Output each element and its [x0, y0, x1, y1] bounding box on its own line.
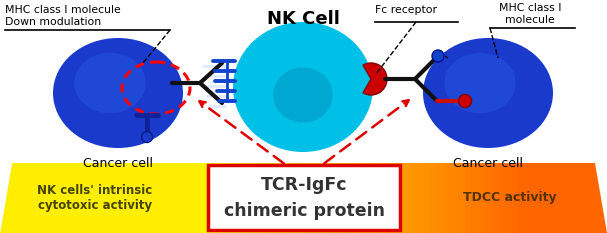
Polygon shape: [329, 163, 337, 233]
Polygon shape: [248, 163, 256, 233]
Polygon shape: [241, 163, 248, 233]
Polygon shape: [356, 163, 364, 233]
Polygon shape: [308, 163, 316, 233]
Text: Fc receptor: Fc receptor: [375, 5, 437, 15]
Polygon shape: [539, 163, 547, 233]
Polygon shape: [586, 163, 594, 233]
Polygon shape: [336, 163, 344, 233]
Polygon shape: [438, 163, 445, 233]
Polygon shape: [254, 163, 262, 233]
Polygon shape: [0, 163, 12, 233]
Polygon shape: [512, 163, 520, 233]
Circle shape: [141, 131, 152, 143]
Text: NK Cell: NK Cell: [266, 10, 339, 28]
Ellipse shape: [233, 22, 373, 152]
Polygon shape: [478, 163, 486, 233]
Polygon shape: [363, 163, 371, 233]
Text: TDCC activity: TDCC activity: [463, 192, 557, 205]
Polygon shape: [424, 163, 432, 233]
Polygon shape: [573, 163, 581, 233]
Text: TCR-IgFc: TCR-IgFc: [261, 175, 347, 193]
Wedge shape: [363, 63, 387, 95]
Circle shape: [458, 95, 472, 107]
Text: chimeric protein: chimeric protein: [223, 202, 384, 219]
Ellipse shape: [74, 53, 146, 113]
Polygon shape: [600, 163, 607, 233]
Polygon shape: [0, 163, 607, 233]
Polygon shape: [370, 163, 378, 233]
Polygon shape: [282, 163, 289, 233]
Ellipse shape: [444, 53, 516, 113]
Polygon shape: [595, 163, 607, 233]
Polygon shape: [376, 163, 384, 233]
Polygon shape: [560, 163, 568, 233]
Polygon shape: [566, 163, 574, 233]
Ellipse shape: [423, 38, 553, 148]
Polygon shape: [295, 163, 303, 233]
FancyBboxPatch shape: [208, 165, 400, 230]
Polygon shape: [390, 163, 398, 233]
Polygon shape: [315, 163, 323, 233]
Circle shape: [432, 50, 444, 62]
Ellipse shape: [53, 38, 183, 148]
Polygon shape: [404, 163, 412, 233]
Polygon shape: [227, 163, 235, 233]
Polygon shape: [451, 163, 459, 233]
Polygon shape: [505, 163, 513, 233]
Polygon shape: [268, 163, 276, 233]
Polygon shape: [410, 163, 418, 233]
Polygon shape: [288, 163, 296, 233]
Polygon shape: [302, 163, 310, 233]
Polygon shape: [464, 163, 472, 233]
Polygon shape: [471, 163, 479, 233]
Polygon shape: [546, 163, 554, 233]
Polygon shape: [417, 163, 425, 233]
Polygon shape: [526, 163, 534, 233]
Polygon shape: [580, 163, 588, 233]
Text: MHC class I
molecule: MHC class I molecule: [499, 3, 561, 25]
Ellipse shape: [273, 67, 333, 123]
Polygon shape: [458, 163, 466, 233]
Text: NK cells' intrinsic
cytotoxic activity: NK cells' intrinsic cytotoxic activity: [38, 184, 152, 212]
Polygon shape: [594, 163, 601, 233]
Polygon shape: [444, 163, 452, 233]
Polygon shape: [397, 163, 404, 233]
Polygon shape: [200, 163, 208, 233]
Polygon shape: [220, 163, 228, 233]
Polygon shape: [519, 163, 527, 233]
Text: Cancer cell: Cancer cell: [83, 157, 153, 170]
Polygon shape: [322, 163, 330, 233]
Text: Cancer cell: Cancer cell: [453, 157, 523, 170]
Polygon shape: [430, 163, 438, 233]
Polygon shape: [498, 163, 506, 233]
Polygon shape: [342, 163, 350, 233]
Polygon shape: [383, 163, 391, 233]
Polygon shape: [214, 163, 222, 233]
Polygon shape: [553, 163, 560, 233]
Polygon shape: [485, 163, 493, 233]
Polygon shape: [207, 163, 214, 233]
Text: MHC class I molecule
Down modulation: MHC class I molecule Down modulation: [5, 5, 121, 27]
Polygon shape: [492, 163, 500, 233]
Polygon shape: [349, 163, 357, 233]
Polygon shape: [532, 163, 540, 233]
Polygon shape: [234, 163, 242, 233]
Polygon shape: [261, 163, 269, 233]
Polygon shape: [274, 163, 282, 233]
